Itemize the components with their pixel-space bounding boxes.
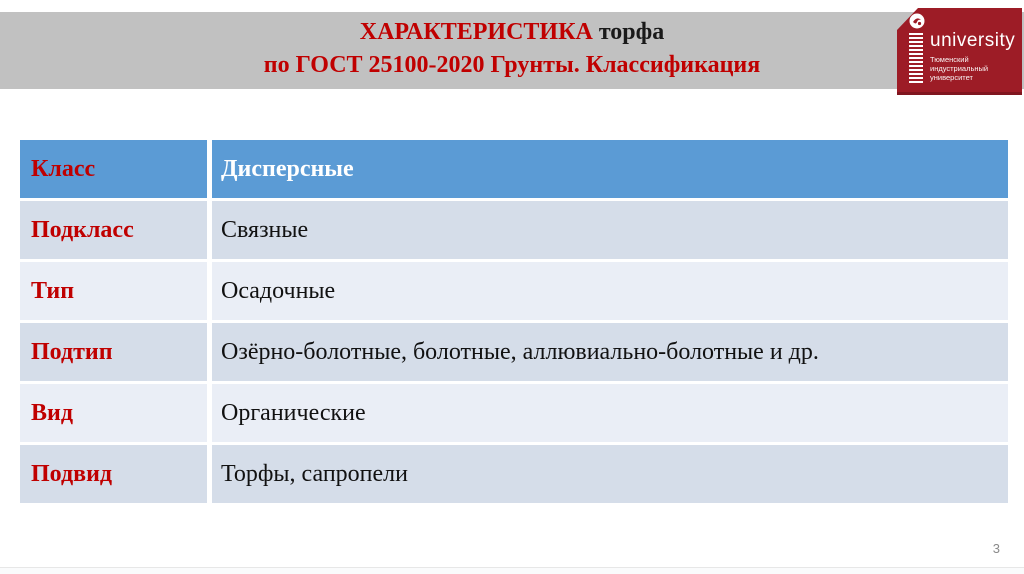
classification-table: Класс Дисперсные Подкласс Связные Тип Ос… [20,140,1008,503]
table-row: Подкласс Связные [20,201,1008,259]
logo-text: university Тюменский индустриальный унив… [930,30,1018,82]
table-row: Подвид Торфы, сапропели [20,445,1008,503]
row-label: Подкласс [20,201,212,259]
slide-title: ХАРАКТЕРИСТИКА торфа по ГОСТ 25100-2020 … [0,16,1024,82]
row-value: Озёрно-болотные, болотные, аллювиально-б… [212,323,1008,381]
table-row: Подтип Озёрно-болотные, болотные, аллюви… [20,323,1008,381]
page-number: 3 [992,541,1000,556]
row-label: Вид [20,384,212,442]
logo-sub-line2: индустриальный [930,64,989,73]
row-label: Тип [20,262,212,320]
footer-bar [0,567,1024,574]
university-emblem-icon [909,13,925,29]
barcode-icon [909,33,923,85]
row-value: Торфы, сапропели [212,445,1008,503]
table-row: Класс Дисперсные [20,140,1008,198]
table-row: Вид Органические [20,384,1008,442]
row-label: Подвид [20,445,212,503]
logo-sub-line3: университет [930,73,973,82]
table-row: Тип Осадочные [20,262,1008,320]
title-line1-black: торфа [592,19,665,45]
title-line-2: по ГОСТ 25100-2020 Грунты. Классификация [263,52,761,78]
title-line-1: ХАРАКТЕРИСТИКА торфа [0,16,1024,49]
row-label: Класс [20,140,212,198]
logo-name: university [930,30,1016,51]
row-value: Дисперсные [212,140,1008,198]
logo-sub-line1: Тюменский [930,55,969,64]
logo-subtitle: Тюменский индустриальный университет [930,55,1018,82]
row-value: Осадочные [212,262,1008,320]
university-logo: university Тюменский индустриальный унив… [897,8,1022,95]
title-line1-red: ХАРАКТЕРИСТИКА [359,19,593,45]
row-value: Органические [212,384,1008,442]
row-label: Подтип [20,323,212,381]
header-bar [0,12,1024,89]
row-value: Связные [212,201,1008,259]
